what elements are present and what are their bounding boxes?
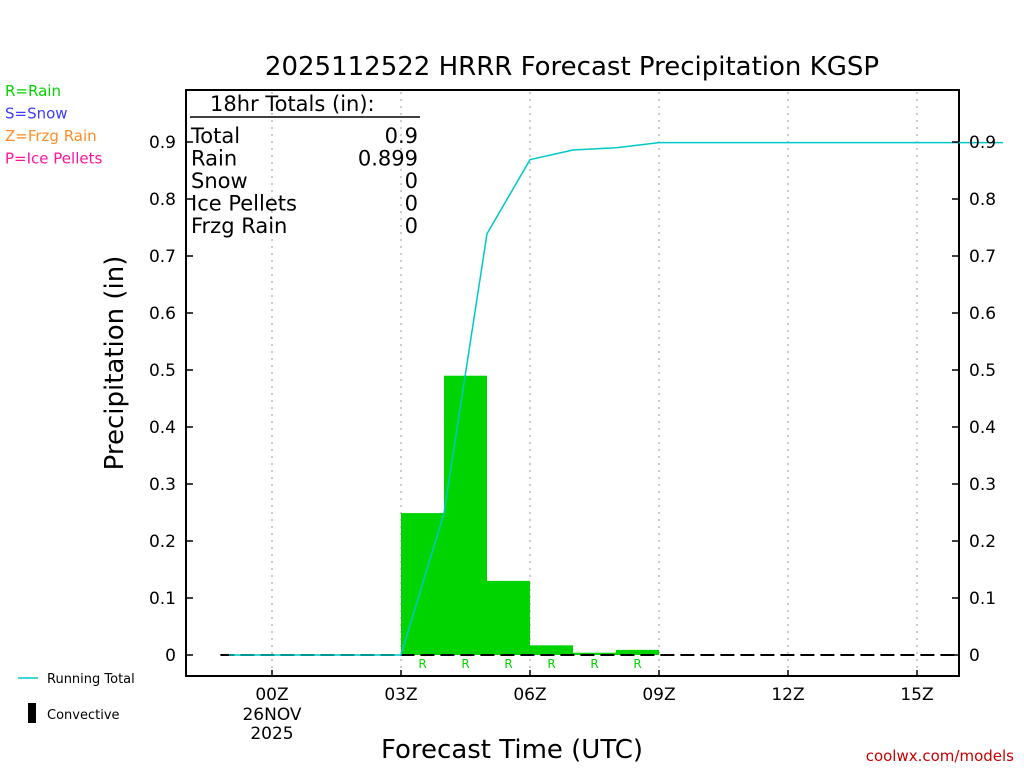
precip-bars: [401, 375, 659, 655]
totals-row-value: 0.899: [358, 147, 418, 171]
x-gridlines: [271, 92, 918, 674]
y-axis-right: 0 0.1 0.2 0.3 0.4 0.5 0.6 0.7 0.8 0.9: [952, 133, 996, 666]
bar-ptype-label: R: [504, 657, 512, 671]
y-tick-label-right: 0.5: [969, 361, 996, 381]
y-tick-label-right: 0.4: [969, 418, 996, 438]
ptype-legend-item: S=Snow: [5, 105, 68, 123]
x-tick-label: 15Z: [900, 685, 933, 705]
totals-row-label: Rain: [191, 147, 237, 171]
y-tick-label-left: 0: [165, 646, 176, 666]
totals-row-value: 0: [405, 169, 418, 193]
totals-row-value: 0: [405, 192, 418, 216]
totals-row-value: 0.9: [385, 124, 418, 148]
line-legend: Running Total Convective: [18, 672, 135, 723]
y-tick-label-right: 0.7: [969, 247, 996, 267]
totals-row-label: Ice Pellets: [191, 192, 297, 216]
y-tick-label-left: 0.6: [149, 304, 176, 324]
totals-heading: 18hr Totals (in):: [210, 92, 375, 116]
totals-row-value: 0: [405, 214, 418, 238]
convective-legend-label: Convective: [47, 708, 120, 723]
y-tick-label-left: 0.1: [149, 589, 176, 609]
x-tick-label: 00Z: [255, 685, 288, 705]
y-tick-label-right: 0.9: [969, 133, 996, 153]
precip-bar: [573, 652, 616, 655]
convective-legend-swatch: [28, 703, 36, 723]
y-tick-label-right: 0: [969, 646, 980, 666]
x-tick-label: 12Z: [771, 685, 804, 705]
precip-bar: [444, 375, 487, 655]
x-tick-sublabel: 26NOV: [242, 705, 301, 725]
ptype-legend-item: R=Rain: [5, 82, 61, 100]
totals-rows: Total 0.9 Rain 0.899 Snow 0 Ice Pellets 0 Frzg R…: [190, 124, 418, 238]
ptype-legend: R=Rain S=Snow Z=Frzg Rain P=Ice Pellets: [5, 82, 102, 168]
y-tick-label-right: 0.3: [969, 475, 996, 495]
y-tick-label-left: 0.8: [149, 190, 176, 210]
credit-text: coolwx.com/models: [866, 747, 1014, 765]
y-tick-label-left: 0.7: [149, 247, 176, 267]
ptype-legend-item: Z=Frzg Rain: [5, 127, 97, 145]
running-total-legend-label: Running Total: [47, 672, 135, 687]
precip-bar: [487, 580, 530, 655]
x-axis-title: Forecast Time (UTC): [381, 735, 643, 765]
totals-row-label: Frzg Rain: [191, 214, 287, 238]
running-total-series: [229, 141, 1003, 656]
ptype-legend-item: P=Ice Pellets: [5, 150, 102, 168]
y-tick-label-left: 0.9: [149, 133, 176, 153]
x-tick-label: 03Z: [384, 685, 417, 705]
totals-box: 18hr Totals (in): Total 0.9 Rain 0.899 Snow 0…: [190, 92, 420, 238]
y-tick-label-right: 0.6: [969, 304, 996, 324]
bar-ptype-label: R: [461, 657, 469, 671]
y-tick-label-left: 0.5: [149, 361, 176, 381]
y-tick-label-left: 0.4: [149, 418, 176, 438]
y-tick-label-right: 0.1: [969, 589, 996, 609]
chart-title: 2025112522 HRRR Forecast Precipitation K…: [265, 52, 879, 82]
bar-ptype-label: R: [418, 657, 426, 671]
x-tick-sublabel: 2025: [250, 724, 293, 744]
y-axis-left: 0 0.1 0.2 0.3 0.4 0.5 0.6 0.7 0.8 0.9: [149, 133, 193, 666]
plot-frame: [185, 89, 960, 677]
y-tick-label-right: 0.2: [969, 532, 996, 552]
bar-ptype-label: R: [547, 657, 555, 671]
precip-bar: [616, 649, 659, 655]
running-total-line: [229, 141, 1003, 656]
y-axis-title: Precipitation (in): [100, 256, 130, 471]
y-tick-label-left: 0.3: [149, 475, 176, 495]
x-tick-label: 09Z: [642, 685, 675, 705]
y-tick-label-right: 0.8: [969, 190, 996, 210]
totals-row-label: Snow: [191, 169, 248, 193]
y-tick-label-left: 0.2: [149, 532, 176, 552]
bar-ptype-label: R: [633, 657, 641, 671]
x-tick-label: 06Z: [513, 685, 546, 705]
totals-row-label: Total: [190, 124, 240, 148]
bar-ptype-label: R: [590, 657, 598, 671]
precip-bar: [530, 645, 573, 655]
